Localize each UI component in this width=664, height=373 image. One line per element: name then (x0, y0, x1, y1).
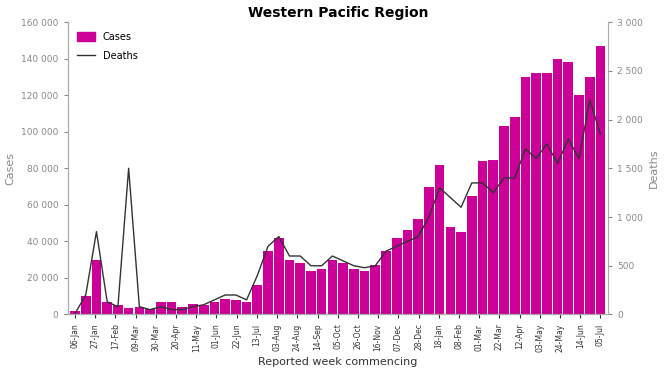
Bar (81, 296, 90, 314)
Bar (510, 117, 519, 314)
Y-axis label: Deaths: Deaths (649, 148, 659, 188)
Bar (263, 251, 273, 314)
Bar (124, 308, 133, 314)
Bar (306, 271, 316, 314)
Bar (542, 73, 552, 314)
Bar (188, 304, 198, 314)
Bar (252, 285, 262, 314)
Bar (242, 302, 252, 314)
Bar (596, 46, 606, 314)
Bar (274, 238, 284, 314)
Bar (102, 302, 112, 314)
Legend: Cases, Deaths: Cases, Deaths (72, 27, 142, 65)
Y-axis label: Cases: Cases (5, 152, 15, 185)
Bar (489, 160, 498, 314)
Bar (177, 307, 187, 314)
Bar (446, 227, 456, 314)
Bar (70, 311, 80, 314)
Bar (349, 269, 359, 314)
Bar (531, 73, 541, 314)
Bar (360, 271, 369, 314)
Bar (210, 302, 219, 314)
Bar (156, 302, 165, 314)
Title: Western Pacific Region: Western Pacific Region (248, 6, 428, 19)
Bar (113, 305, 123, 314)
Bar (424, 186, 434, 314)
Bar (135, 307, 144, 314)
Bar (392, 238, 402, 314)
Bar (456, 232, 466, 314)
Bar (145, 309, 155, 314)
Bar (552, 59, 562, 314)
Bar (285, 260, 294, 314)
Bar (220, 299, 230, 314)
Bar (338, 263, 348, 314)
Bar (295, 263, 305, 314)
Bar (585, 77, 594, 314)
Bar (574, 95, 584, 314)
Bar (477, 161, 487, 314)
X-axis label: Reported week commencing: Reported week commencing (258, 357, 418, 367)
Bar (435, 164, 444, 314)
Bar (199, 305, 208, 314)
Bar (521, 77, 531, 314)
Bar (327, 260, 337, 314)
Bar (381, 251, 391, 314)
Bar (467, 196, 477, 314)
Bar (167, 302, 177, 314)
Bar (317, 269, 327, 314)
Bar (402, 231, 412, 314)
Bar (231, 300, 241, 314)
Bar (92, 260, 102, 314)
Bar (499, 126, 509, 314)
Bar (414, 219, 423, 314)
Bar (371, 265, 380, 314)
Bar (564, 62, 573, 314)
